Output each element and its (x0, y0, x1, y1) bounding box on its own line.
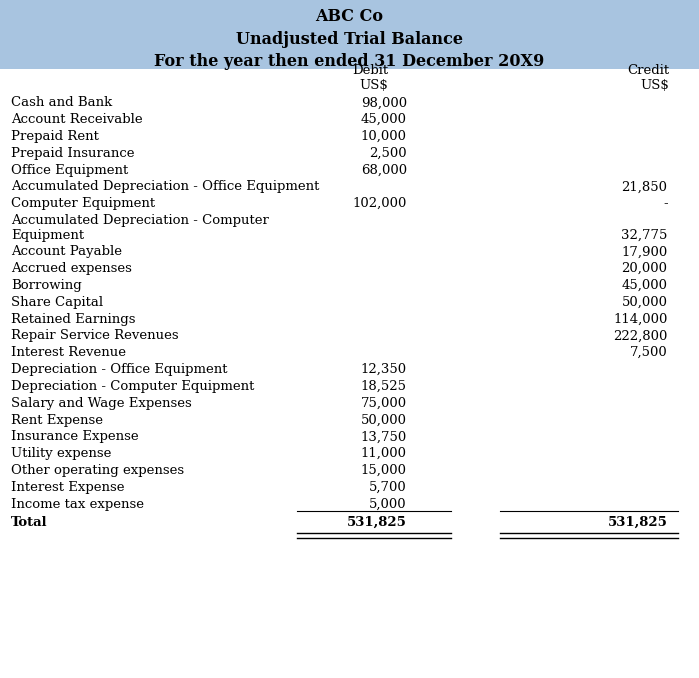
Text: 45,000: 45,000 (361, 113, 407, 126)
Text: US$: US$ (641, 79, 670, 92)
Text: Borrowing: Borrowing (11, 279, 82, 292)
Text: 7,500: 7,500 (630, 346, 668, 359)
Bar (0, 0, 699, 69)
Text: Depreciation - Office Equipment: Depreciation - Office Equipment (11, 363, 228, 376)
Text: Salary and Wage Expenses: Salary and Wage Expenses (11, 397, 192, 410)
Text: Accumulated Depreciation - Computer: Accumulated Depreciation - Computer (11, 214, 269, 227)
Text: 98,000: 98,000 (361, 96, 407, 109)
Text: Repair Service Revenues: Repair Service Revenues (11, 330, 179, 342)
Text: Depreciation - Computer Equipment: Depreciation - Computer Equipment (11, 380, 254, 393)
Text: 12,350: 12,350 (361, 363, 407, 376)
Text: 10,000: 10,000 (361, 130, 407, 143)
Text: 222,800: 222,800 (613, 330, 668, 342)
Text: Utility expense: Utility expense (11, 447, 112, 460)
Text: For the year then ended 31 December 20X9: For the year then ended 31 December 20X9 (154, 53, 545, 70)
Text: 17,900: 17,900 (621, 245, 668, 258)
Text: 102,000: 102,000 (352, 197, 407, 210)
Text: 18,525: 18,525 (361, 380, 407, 393)
Text: 2,500: 2,500 (369, 146, 407, 160)
Text: Insurance Expense: Insurance Expense (11, 431, 139, 443)
Text: 20,000: 20,000 (621, 262, 668, 275)
Text: Share Capital: Share Capital (11, 296, 103, 308)
Text: Total: Total (11, 516, 48, 529)
Text: Accrued expenses: Accrued expenses (11, 262, 132, 275)
Text: Account Receivable: Account Receivable (11, 113, 143, 126)
Text: Cash and Bank: Cash and Bank (11, 96, 113, 109)
Text: Rent Expense: Rent Expense (11, 414, 103, 426)
Text: -: - (663, 197, 668, 210)
Text: 50,000: 50,000 (621, 296, 668, 308)
Text: 45,000: 45,000 (621, 279, 668, 292)
Text: 68,000: 68,000 (361, 163, 407, 176)
Text: Other operating expenses: Other operating expenses (11, 464, 185, 477)
Text: 75,000: 75,000 (361, 397, 407, 410)
Text: Office Equipment: Office Equipment (11, 163, 129, 176)
Text: 32,775: 32,775 (621, 228, 668, 241)
Text: Interest Revenue: Interest Revenue (11, 346, 127, 359)
Text: Debit: Debit (352, 64, 388, 77)
Text: Equipment: Equipment (11, 228, 85, 241)
Text: 15,000: 15,000 (361, 464, 407, 477)
Text: 114,000: 114,000 (613, 313, 668, 325)
Text: 11,000: 11,000 (361, 447, 407, 460)
Text: 21,850: 21,850 (621, 180, 668, 193)
Text: Accumulated Depreciation - Office Equipment: Accumulated Depreciation - Office Equipm… (11, 180, 319, 193)
Text: 531,825: 531,825 (347, 516, 407, 529)
Text: 50,000: 50,000 (361, 414, 407, 426)
Text: 5,700: 5,700 (369, 481, 407, 494)
Text: Credit: Credit (628, 64, 670, 77)
Text: Interest Expense: Interest Expense (11, 481, 124, 494)
Text: Prepaid Insurance: Prepaid Insurance (11, 146, 135, 160)
Text: Computer Equipment: Computer Equipment (11, 197, 155, 210)
Text: Account Payable: Account Payable (11, 245, 122, 258)
Text: ABC Co: ABC Co (315, 8, 384, 25)
Text: 5,000: 5,000 (369, 498, 407, 511)
Text: Income tax expense: Income tax expense (11, 498, 144, 511)
Text: Unadjusted Trial Balance: Unadjusted Trial Balance (236, 31, 463, 47)
Text: Retained Earnings: Retained Earnings (11, 313, 136, 325)
Text: 531,825: 531,825 (607, 516, 668, 529)
Text: US$: US$ (359, 79, 388, 92)
Text: 13,750: 13,750 (361, 431, 407, 443)
Text: Prepaid Rent: Prepaid Rent (11, 130, 99, 143)
